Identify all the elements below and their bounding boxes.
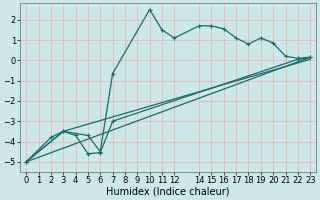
X-axis label: Humidex (Indice chaleur): Humidex (Indice chaleur) bbox=[107, 187, 230, 197]
